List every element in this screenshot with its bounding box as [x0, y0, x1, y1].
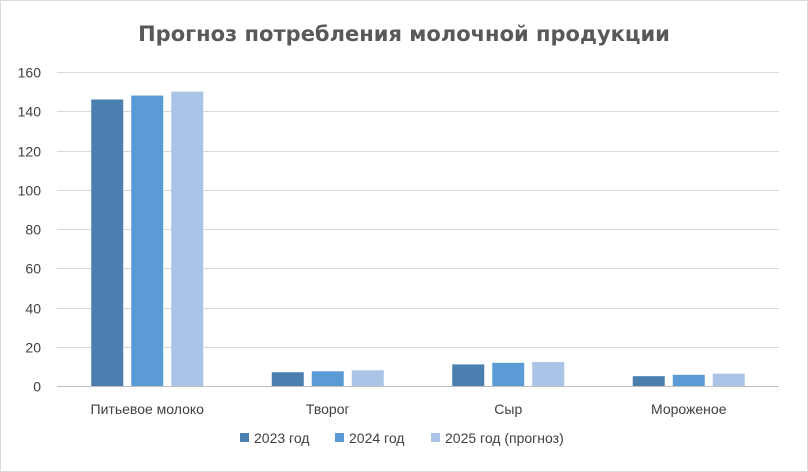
y-axis-ticks: 0 20 40 60 80 100 120 140 160 [18, 65, 42, 395]
x-category-label: Мороженое [651, 401, 727, 417]
bar [632, 376, 665, 386]
y-tick-label: 140 [18, 104, 42, 120]
y-tick-label: 80 [25, 222, 41, 238]
y-tick-label: 120 [18, 144, 42, 160]
bar [672, 374, 705, 386]
y-tick-label: 0 [33, 379, 41, 395]
y-tick-label: 20 [25, 340, 41, 356]
y-tick-label: 160 [18, 65, 42, 81]
x-category-label: Сыр [494, 401, 522, 417]
y-tick-label: 40 [25, 301, 41, 317]
legend-swatch [431, 433, 440, 442]
bar [91, 99, 124, 386]
x-category-label: Творог [306, 401, 350, 417]
bar [271, 372, 304, 386]
legend-label: 2025 год (прогноз) [445, 430, 564, 446]
x-category-label: Питьевое молоко [91, 401, 205, 417]
bar [351, 370, 384, 386]
gridlines [57, 72, 779, 387]
bar [452, 364, 485, 386]
y-tick-label: 100 [18, 183, 42, 199]
legend-label: 2024 год [349, 430, 404, 446]
legend: 2023 год 2024 год 2025 год (прогноз) [240, 430, 564, 446]
bar [492, 362, 525, 386]
bar [311, 371, 344, 386]
bar [171, 91, 204, 386]
bar [712, 373, 745, 386]
bars [91, 91, 745, 387]
x-axis-categories: Питьевое молоко Творог Сыр Мороженое [91, 401, 727, 417]
legend-swatch [335, 433, 344, 442]
bar [131, 95, 164, 387]
legend-swatch [240, 433, 249, 442]
legend-label: 2023 год [254, 430, 309, 446]
y-tick-label: 60 [25, 261, 41, 277]
chart-title: Прогноз потребления молочной продукции [138, 22, 670, 46]
bar [532, 362, 565, 386]
